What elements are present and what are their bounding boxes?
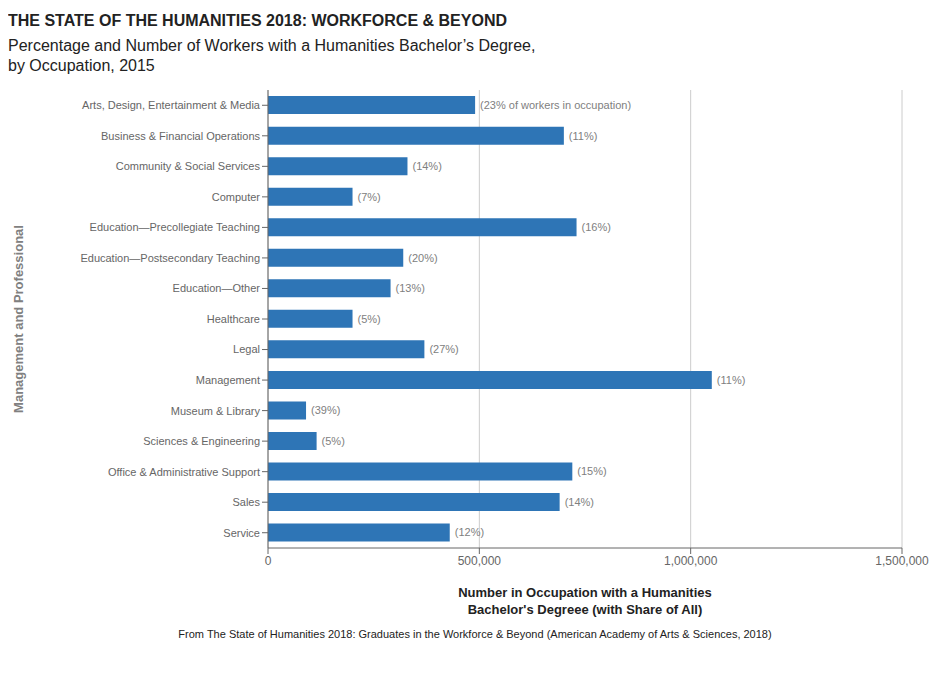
html-text:Percentage and Number of Worke: Percentage and Number of Workers with a … (8, 37, 536, 54)
svg-text:(16%): (16%) (582, 221, 611, 233)
svg-text:(14%): (14%) (565, 496, 594, 508)
svg-text:1,000,000: 1,000,000 (664, 554, 718, 568)
svg-text:(23% of workers in occupation): (23% of workers in occupation) (480, 99, 631, 111)
svg-text:(7%): (7%) (358, 191, 381, 203)
svg-text:(27%): (27%) (429, 343, 458, 355)
svg-text:Business & Financial Operation: Business & Financial Operations (101, 130, 260, 142)
svg-text:(5%): (5%) (322, 435, 345, 447)
svg-text:(11%): (11%) (717, 374, 746, 386)
svg-text:(11%): (11%) (569, 130, 598, 142)
svg-text:(12%): (12%) (455, 526, 484, 538)
svg-text:Office & Administrative Suppor: Office & Administrative Support (108, 466, 260, 478)
svg-text:500,000: 500,000 (458, 554, 502, 568)
svg-text:Management and Professional: Management and Professional (11, 225, 26, 413)
svg-text:Education—Precollegiate Teachi: Education—Precollegiate Teaching (90, 221, 260, 233)
svg-text:(20%): (20%) (408, 252, 437, 264)
svg-text:Community & Social Services: Community & Social Services (116, 160, 261, 172)
svg-text:(13%): (13%) (396, 282, 425, 294)
svg-text:Sciences & Engineering: Sciences & Engineering (143, 435, 260, 447)
svg-text:0: 0 (265, 554, 272, 568)
svg-text:Museum & Library: Museum & Library (171, 405, 261, 417)
svg-text:Sales: Sales (232, 496, 260, 508)
html-text:Number in Occupation with a Hu: Number in Occupation with a Humanities (458, 585, 712, 600)
html-text:THE STATE OF THE HUMANITIES 20: THE STATE OF THE HUMANITIES 2018: WORKFO… (8, 12, 507, 29)
svg-text:Healthcare: Healthcare (207, 313, 260, 325)
svg-text:Education—Postsecondary Teachi: Education—Postsecondary Teaching (80, 252, 260, 264)
svg-text:(39%): (39%) (311, 404, 340, 416)
svg-text:(14%): (14%) (412, 160, 441, 172)
svg-text:(5%): (5%) (358, 313, 381, 325)
svg-text:1,500,000: 1,500,000 (875, 554, 929, 568)
svg-text:Arts, Design, Entertainment &: Arts, Design, Entertainment & Media (82, 99, 261, 111)
svg-text:Legal: Legal (233, 343, 260, 355)
svg-text:Service: Service (223, 527, 260, 539)
html-text:by Occupation, 2015: by Occupation, 2015 (8, 57, 155, 74)
html-text:Bachelor's Degreee (with Share: Bachelor's Degreee (with Share of All) (467, 602, 703, 617)
svg-text:Education—Other: Education—Other (173, 282, 261, 294)
svg-text:(15%): (15%) (577, 465, 606, 477)
svg-text:Management: Management (196, 374, 260, 386)
html-text:From The State of Humanities 2: From The State of Humanities 2018: Gradu… (178, 628, 772, 640)
svg-text:Computer: Computer (212, 191, 261, 203)
